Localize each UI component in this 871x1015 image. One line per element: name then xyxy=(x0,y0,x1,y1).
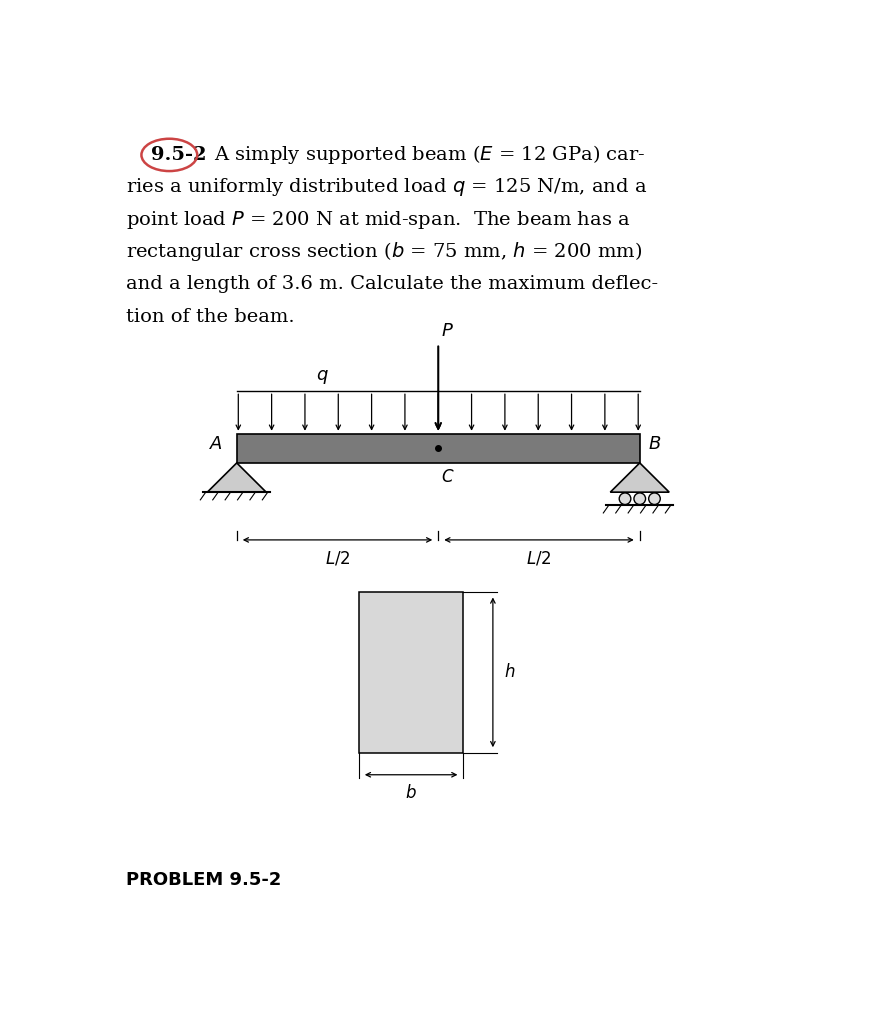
Text: $B$: $B$ xyxy=(647,435,661,454)
Text: 9.5-2: 9.5-2 xyxy=(152,146,207,163)
Text: $A$: $A$ xyxy=(209,435,223,454)
Text: $P$: $P$ xyxy=(442,322,454,340)
Text: $C$: $C$ xyxy=(442,469,455,486)
Text: $L/2$: $L/2$ xyxy=(325,549,350,567)
Polygon shape xyxy=(611,463,669,492)
Text: and a length of 3.6 m. Calculate the maximum deflec-: and a length of 3.6 m. Calculate the max… xyxy=(126,275,658,293)
Text: $q$: $q$ xyxy=(315,367,328,386)
Text: point load $P$ = 200 N at mid-span.  The beam has a: point load $P$ = 200 N at mid-span. The … xyxy=(126,209,631,230)
Text: $b$: $b$ xyxy=(405,784,417,802)
Text: $L/2$: $L/2$ xyxy=(526,549,551,567)
Text: $h$: $h$ xyxy=(503,664,515,681)
Circle shape xyxy=(619,493,631,504)
Text: ries a uniformly distributed load $q$ = 125 N/m, and a: ries a uniformly distributed load $q$ = … xyxy=(126,177,647,198)
Circle shape xyxy=(634,493,645,504)
Circle shape xyxy=(649,493,660,504)
Text: A simply supported beam ($E$ = 12 GPa) car-: A simply supported beam ($E$ = 12 GPa) c… xyxy=(213,143,645,166)
Text: PROBLEM 9.5-2: PROBLEM 9.5-2 xyxy=(126,871,281,889)
Polygon shape xyxy=(207,463,267,492)
Bar xyxy=(237,433,640,463)
Bar xyxy=(359,592,463,753)
Text: tion of the beam.: tion of the beam. xyxy=(126,308,294,326)
Text: rectangular cross section ($b$ = 75 mm, $h$ = 200 mm): rectangular cross section ($b$ = 75 mm, … xyxy=(126,241,642,264)
